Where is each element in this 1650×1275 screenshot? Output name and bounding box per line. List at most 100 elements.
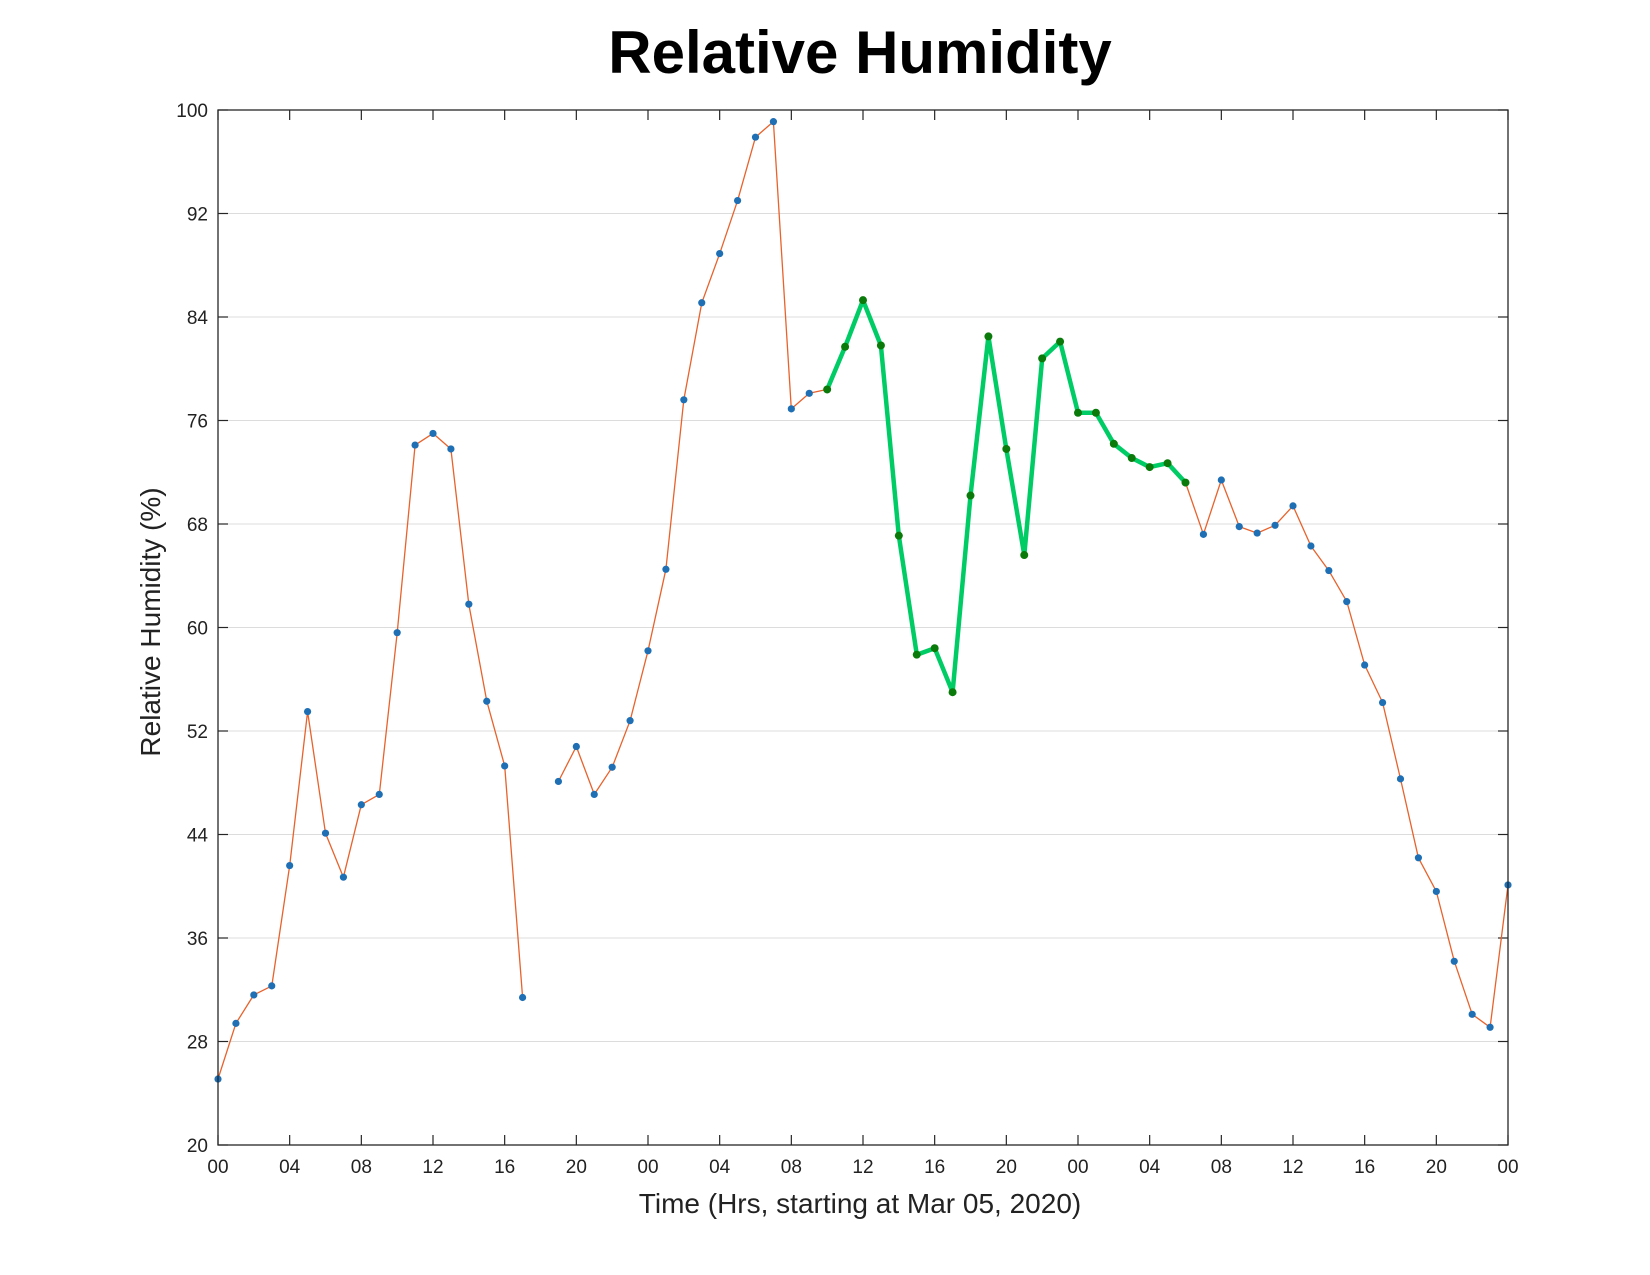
data-point <box>698 299 706 307</box>
x-tick-label: 16 <box>924 1157 945 1178</box>
data-point <box>805 389 813 397</box>
data-point <box>554 777 563 786</box>
y-tick-label: 28 <box>187 1033 208 1054</box>
data-point <box>1361 661 1369 669</box>
data-point <box>769 118 778 126</box>
data-point <box>1199 530 1208 538</box>
data-point <box>1432 887 1440 896</box>
highlight-point <box>930 644 939 653</box>
data-point <box>1307 542 1315 550</box>
y-tick-label: 44 <box>187 826 209 847</box>
data-point <box>1343 598 1351 606</box>
data-point <box>1253 529 1261 537</box>
highlight-line <box>824 297 1188 695</box>
highlight-point <box>1091 408 1100 417</box>
data-point <box>626 717 634 725</box>
x-tick-label: 16 <box>1354 1157 1375 1178</box>
data-point <box>608 763 616 771</box>
data-point <box>1217 476 1225 484</box>
highlight-point <box>1163 459 1172 468</box>
y-tick-label: 84 <box>187 308 209 329</box>
data-point <box>716 250 724 258</box>
data-point <box>1325 566 1333 575</box>
highlight-point <box>876 341 885 350</box>
x-tick-label: 00 <box>637 1157 658 1178</box>
chart-title: Relative Humidity <box>608 19 1112 86</box>
data-point <box>411 441 419 449</box>
y-tick-label: 68 <box>187 515 208 536</box>
x-tick-label: 00 <box>207 1157 228 1178</box>
x-tick-label: 20 <box>566 1157 587 1178</box>
plot-frame <box>217 109 1509 1146</box>
x-tick-label: 00 <box>1067 1157 1088 1178</box>
highlight-point <box>948 688 957 697</box>
data-point <box>375 790 383 798</box>
data-point <box>1396 775 1405 783</box>
data-point <box>590 790 598 798</box>
x-tick-label: 12 <box>422 1157 443 1178</box>
data-point <box>1468 1010 1476 1018</box>
highlight-point <box>1038 354 1047 363</box>
x-tick-label: 12 <box>852 1157 873 1178</box>
highlight-point <box>1020 551 1029 560</box>
data-point <box>662 565 670 573</box>
data-point <box>644 647 652 655</box>
highlight-point <box>859 296 867 305</box>
data-point <box>286 861 294 870</box>
x-tick-label: 00 <box>1497 1157 1518 1178</box>
data-point <box>1271 521 1279 529</box>
y-tick-label: 52 <box>187 722 208 743</box>
highlight-point <box>1074 408 1082 417</box>
data-point <box>250 991 258 999</box>
x-tick-label: 12 <box>1282 1157 1303 1178</box>
highlight-point <box>1109 439 1118 448</box>
y-tick-label: 100 <box>176 101 208 122</box>
highlight-point <box>1127 454 1136 463</box>
gridlines <box>218 213 1508 1042</box>
highlight-point <box>984 332 993 341</box>
data-point <box>357 801 365 809</box>
y-tick-label: 20 <box>187 1136 208 1157</box>
highlight-point <box>1056 337 1065 346</box>
x-tick-label: 08 <box>351 1157 372 1178</box>
data-point <box>1289 502 1297 510</box>
data-point <box>751 133 760 141</box>
data-point <box>680 396 688 404</box>
highlighted-segment <box>823 296 1190 697</box>
data-point <box>1450 957 1458 965</box>
data-point <box>501 762 509 770</box>
highlight-point <box>1145 463 1154 472</box>
highlight-point <box>966 491 975 500</box>
data-point <box>1486 1023 1494 1031</box>
data-point <box>303 707 312 716</box>
data-point <box>483 697 491 705</box>
x-tick-label: 08 <box>1211 1157 1232 1178</box>
x-tick-label: 20 <box>996 1157 1017 1178</box>
x-axis-label: Time (Hrs, starting at Mar 05, 2020) <box>638 1188 1082 1219</box>
y-tick-label: 60 <box>187 619 208 640</box>
data-point <box>447 445 455 453</box>
series-line <box>217 432 524 1080</box>
y-tick-label: 36 <box>187 929 208 950</box>
highlight-point <box>841 342 850 351</box>
data-point <box>733 196 742 205</box>
data-point <box>393 629 401 637</box>
highlight-point <box>912 650 921 659</box>
data-point <box>321 829 330 837</box>
data-point <box>232 1019 240 1027</box>
x-tick-label: 04 <box>1139 1157 1161 1178</box>
data-point <box>1414 854 1423 862</box>
x-tick-label: 16 <box>494 1157 515 1178</box>
data-point <box>339 873 348 881</box>
x-tick-label: 20 <box>1426 1157 1447 1178</box>
y-tick-label: 92 <box>187 205 208 226</box>
data-point <box>1235 522 1243 531</box>
highlight-point <box>823 385 832 394</box>
series-line <box>557 120 1509 1028</box>
x-tick-label: 04 <box>279 1157 301 1178</box>
data-point <box>429 429 437 438</box>
y-tick-label: 76 <box>187 412 208 433</box>
data-point <box>787 405 795 413</box>
highlight-point <box>1181 478 1190 487</box>
